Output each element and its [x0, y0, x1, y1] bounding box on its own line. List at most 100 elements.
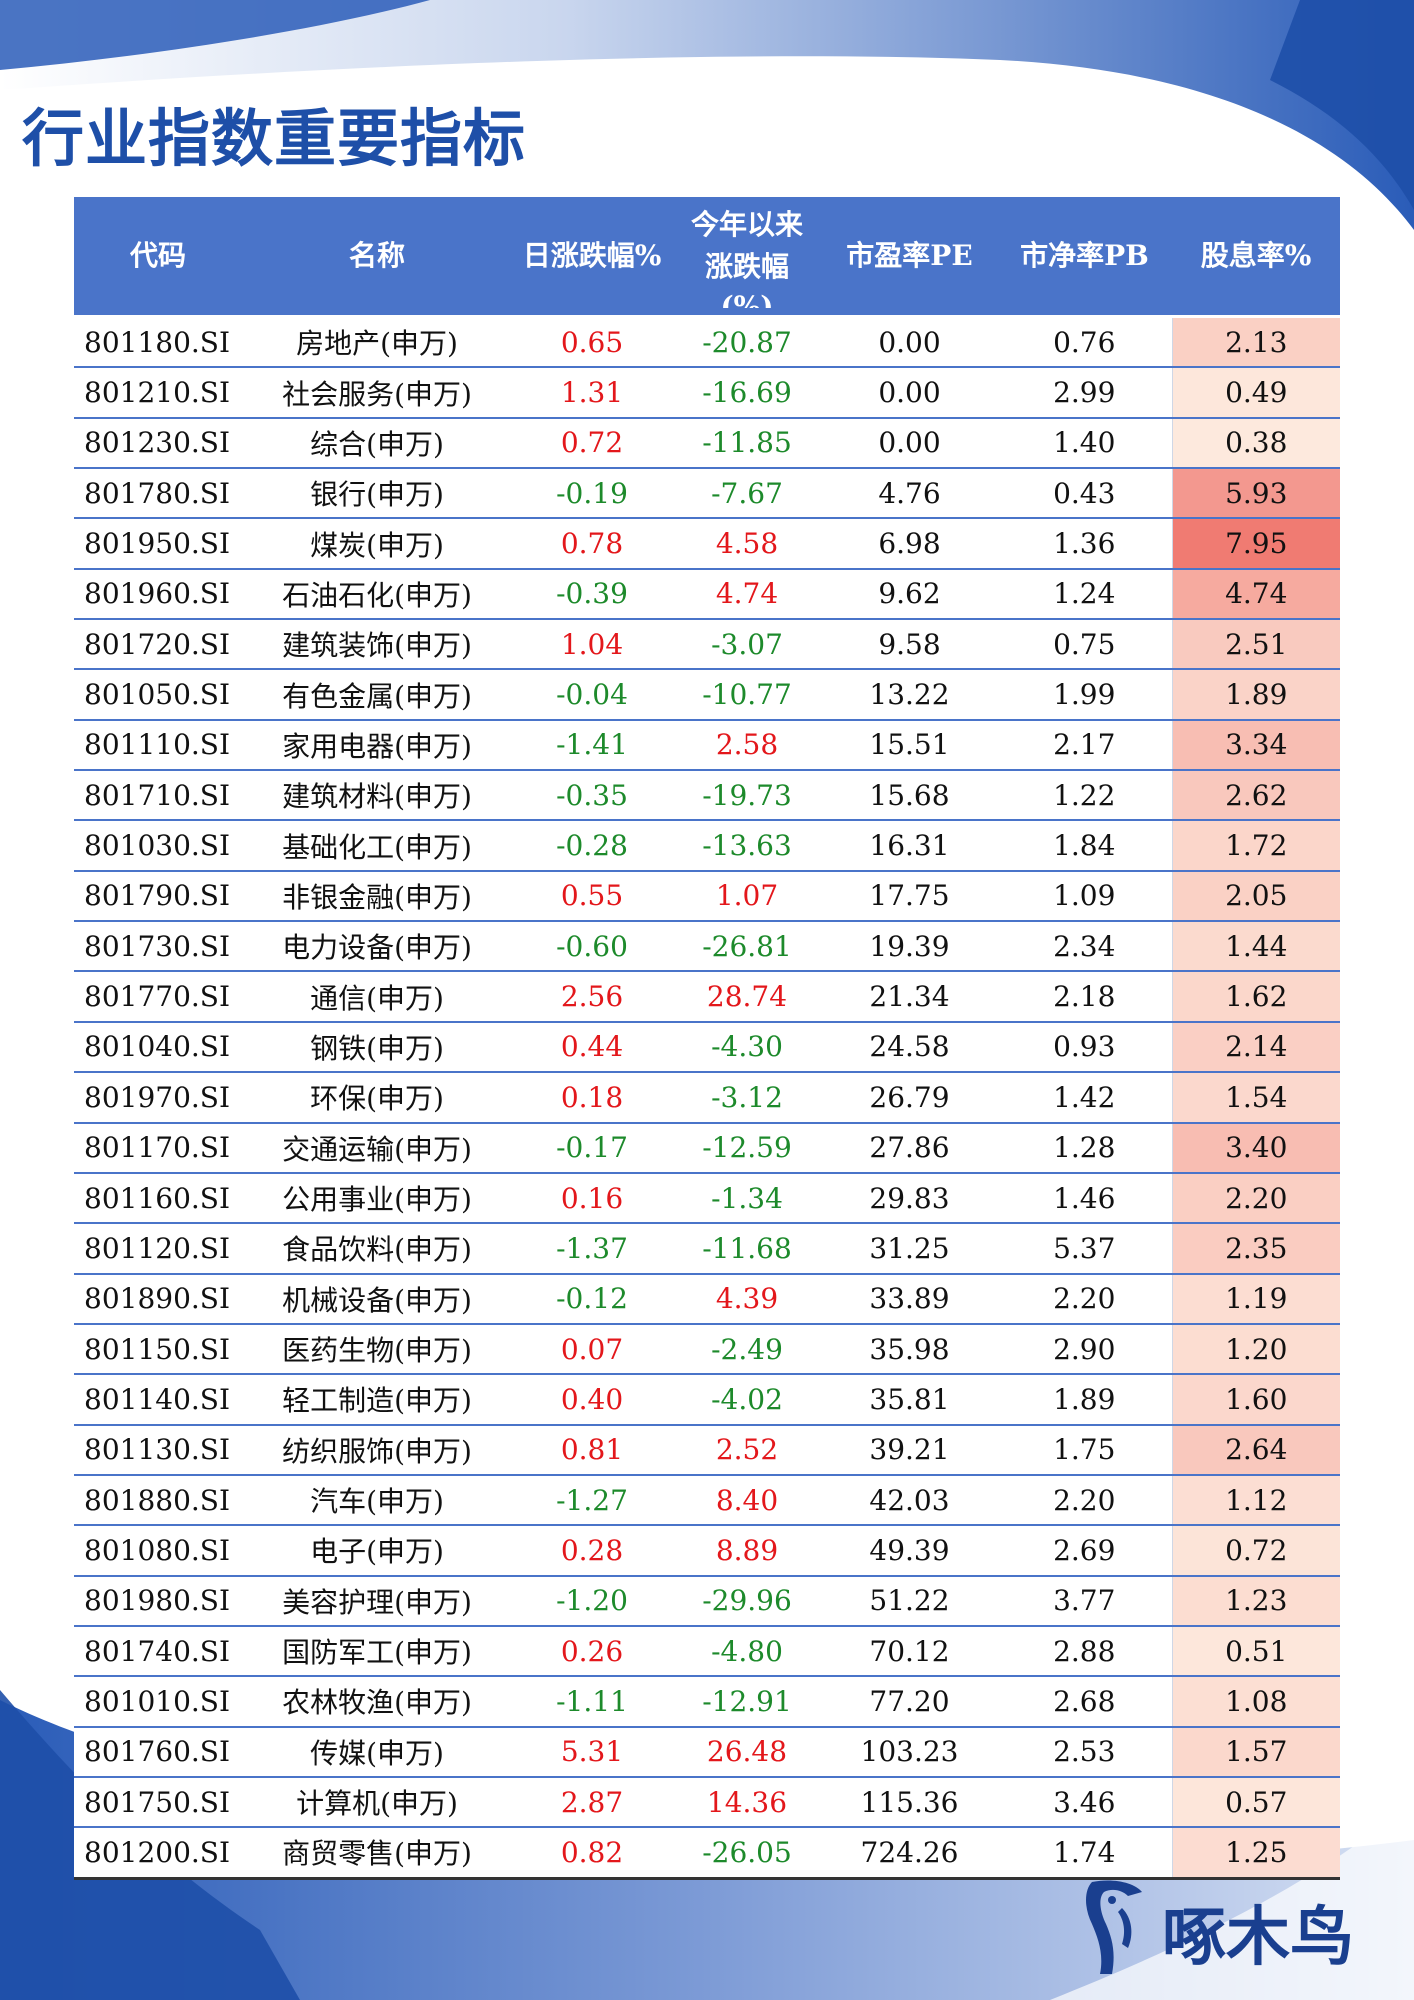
row-ytd-change: 4.74	[672, 568, 822, 621]
header-ytd-line2: 涨跌幅	[704, 250, 789, 283]
row-ytd-change: -26.81	[672, 921, 822, 973]
row-name: 纺织服饰(申万)	[242, 1424, 512, 1476]
row-name: 通信(申万)	[242, 971, 512, 1023]
row-name: 美容护理(申万)	[242, 1575, 512, 1627]
row-ytd-change: -11.68	[672, 1223, 822, 1275]
row-daily-change: 0.44	[512, 1021, 672, 1074]
row-daily-change: -1.37	[512, 1223, 672, 1275]
brand-logo-text: 啄木鸟	[1162, 1901, 1354, 1975]
row-code: 801010.SI	[74, 1676, 242, 1728]
row-pe: 0.00	[822, 367, 997, 419]
row-code: 801740.SI	[74, 1625, 242, 1678]
row-code: 801950.SI	[74, 518, 242, 570]
row-pb: 0.93	[997, 1021, 1172, 1074]
row-pe: 103.23	[822, 1726, 997, 1778]
row-daily-change: -0.19	[512, 468, 672, 520]
row-pe: 33.89	[822, 1273, 997, 1325]
table-body: 801180.SI 房地产(申万) 0.65 -20.87 0.00 0.76 2.13 80…	[74, 316, 1340, 1880]
row-code: 801980.SI	[74, 1575, 242, 1627]
row-name: 电子(申万)	[242, 1525, 512, 1577]
row-pb: 5.37	[997, 1223, 1172, 1275]
row-name: 食品饮料(申万)	[242, 1223, 512, 1275]
table-row: 801960.SI 石油石化(申万) -0.39 4.74 9.62 1.24 4.74	[74, 568, 1340, 621]
row-dividend-yield: 2.14	[1171, 1021, 1340, 1074]
row-code: 801970.SI	[74, 1072, 242, 1124]
row-name: 轻工制造(申万)	[242, 1374, 512, 1426]
row-ytd-change: -12.91	[672, 1676, 822, 1728]
row-pb: 2.88	[997, 1625, 1172, 1678]
row-code: 801710.SI	[74, 770, 242, 822]
row-code: 801780.SI	[74, 468, 242, 520]
table-row: 801980.SI 美容护理(申万) -1.20 -29.96 51.22 3.77 1.2…	[74, 1575, 1340, 1627]
row-daily-change: -0.35	[512, 770, 672, 822]
row-ytd-change: -29.96	[672, 1575, 822, 1627]
header-ytd-change: 今年以来 涨跌幅 (%)	[672, 197, 822, 318]
row-ytd-change: 8.40	[672, 1474, 822, 1527]
row-daily-change: 0.81	[512, 1424, 672, 1476]
table-row: 801730.SI 电力设备(申万) -0.60 -26.81 19.39 2.34 1.4…	[74, 921, 1340, 973]
row-dividend-yield: 1.54	[1171, 1072, 1340, 1124]
row-daily-change: -1.11	[512, 1676, 672, 1728]
row-pb: 2.53	[997, 1726, 1172, 1778]
row-name: 电力设备(申万)	[242, 921, 512, 973]
row-ytd-change: -3.07	[672, 619, 822, 671]
row-ytd-change: 8.89	[672, 1525, 822, 1577]
row-ytd-change: -4.80	[672, 1625, 822, 1678]
table-row: 801780.SI 银行(申万) -0.19 -7.67 4.76 0.43 5.93	[74, 468, 1340, 520]
row-dividend-yield: 1.20	[1171, 1323, 1340, 1376]
row-daily-change: 0.40	[512, 1374, 672, 1426]
row-pb: 0.75	[997, 619, 1172, 671]
row-dividend-yield: 1.12	[1171, 1474, 1340, 1527]
row-code: 801230.SI	[74, 417, 242, 470]
row-daily-change: -0.17	[512, 1122, 672, 1174]
header-daily-change: 日涨跌幅%	[512, 197, 672, 318]
row-dividend-yield: 0.49	[1171, 367, 1340, 419]
row-dividend-yield: 2.35	[1171, 1223, 1340, 1275]
row-pb: 1.89	[997, 1374, 1172, 1426]
row-pe: 27.86	[822, 1122, 997, 1174]
row-pb: 1.36	[997, 518, 1172, 570]
row-ytd-change: 4.58	[672, 518, 822, 570]
row-ytd-change: 2.58	[672, 719, 822, 772]
row-pb: 1.74	[997, 1827, 1172, 1880]
row-daily-change: -0.12	[512, 1273, 672, 1325]
row-pb: 2.34	[997, 921, 1172, 973]
table-row: 801230.SI 综合(申万) 0.72 -11.85 0.00 1.40 0.38	[74, 417, 1340, 470]
industry-indicators-table: 代码 名称 日涨跌幅% 今年以来 涨跌幅 (%) 市盈率PE 市净率PB 股息率…	[74, 197, 1340, 1880]
table-row: 801010.SI 农林牧渔(申万) -1.11 -12.91 77.20 2.68 1.0…	[74, 1676, 1340, 1728]
row-name: 煤炭(申万)	[242, 518, 512, 570]
row-pe: 0.00	[822, 417, 997, 470]
row-name: 建筑装饰(申万)	[242, 619, 512, 671]
table-row: 801050.SI 有色金属(申万) -0.04 -10.77 13.22 1.99 1.8…	[74, 669, 1340, 721]
row-ytd-change: -10.77	[672, 669, 822, 721]
table-row: 801970.SI 环保(申万) 0.18 -3.12 26.79 1.42 1.54	[74, 1072, 1340, 1124]
row-dividend-yield: 7.95	[1171, 518, 1340, 570]
row-pe: 15.51	[822, 719, 997, 772]
row-pb: 3.77	[997, 1575, 1172, 1627]
row-dividend-yield: 5.93	[1171, 468, 1340, 520]
table-row: 801150.SI 医药生物(申万) 0.07 -2.49 35.98 2.90 1.20	[74, 1323, 1340, 1376]
row-dividend-yield: 2.13	[1171, 316, 1340, 369]
row-ytd-change: 2.52	[672, 1424, 822, 1476]
row-dividend-yield: 0.51	[1171, 1625, 1340, 1678]
row-daily-change: 2.56	[512, 971, 672, 1023]
row-pb: 1.75	[997, 1424, 1172, 1476]
row-name: 房地产(申万)	[242, 316, 512, 369]
row-dividend-yield: 2.62	[1171, 770, 1340, 822]
header-pb: 市净率PB	[997, 197, 1172, 318]
row-pe: 51.22	[822, 1575, 997, 1627]
row-daily-change: 1.04	[512, 619, 672, 671]
table-row: 801120.SI 食品饮料(申万) -1.37 -11.68 31.25 5.37 2.3…	[74, 1223, 1340, 1275]
row-dividend-yield: 2.20	[1171, 1172, 1340, 1225]
row-pe: 17.75	[822, 870, 997, 923]
row-pb: 2.99	[997, 367, 1172, 419]
row-daily-change: 0.07	[512, 1323, 672, 1376]
row-daily-change: 0.65	[512, 316, 672, 369]
row-name: 农林牧渔(申万)	[242, 1676, 512, 1728]
row-dividend-yield: 1.19	[1171, 1273, 1340, 1325]
row-code: 801110.SI	[74, 719, 242, 772]
table-row: 801880.SI 汽车(申万) -1.27 8.40 42.03 2.20 1.12	[74, 1474, 1340, 1527]
header-code: 代码	[74, 197, 242, 318]
row-pb: 2.90	[997, 1323, 1172, 1376]
table-row: 801200.SI 商贸零售(申万) 0.82 -26.05 724.26 1.74 1.2…	[74, 1827, 1340, 1880]
